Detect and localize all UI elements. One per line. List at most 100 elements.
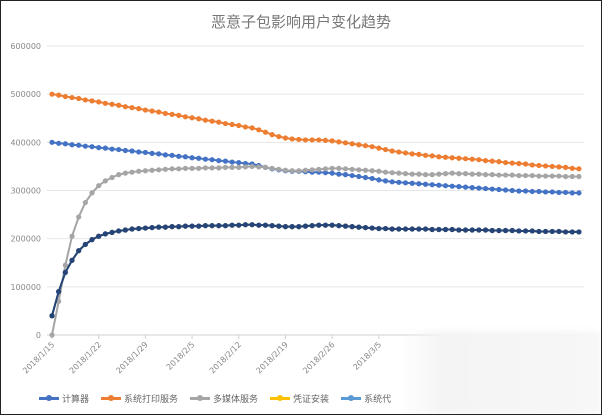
data-point: [522, 161, 529, 167]
data-point: [62, 93, 68, 100]
data-point: [316, 166, 322, 172]
data-point: [89, 144, 95, 150]
data-point: [282, 224, 289, 230]
data-point: [56, 289, 62, 295]
data-point: [162, 224, 168, 230]
y-tick-label: 500000: [10, 90, 41, 99]
data-point: [89, 190, 95, 196]
data-point: [509, 187, 515, 194]
data-point: [462, 227, 469, 233]
data-point: [442, 183, 449, 189]
data-point: [229, 164, 235, 170]
data-point: [229, 159, 235, 165]
data-point: [202, 156, 209, 162]
data-point: [329, 170, 335, 176]
data-point: [96, 233, 102, 239]
legend-label: 系统打印服务: [124, 395, 179, 405]
data-point: [522, 188, 529, 194]
data-point: [462, 184, 469, 190]
data-point: [382, 146, 389, 153]
data-point: [422, 181, 429, 187]
data-point: [122, 170, 128, 176]
data-point: [556, 228, 562, 235]
data-point: [202, 165, 209, 171]
data-point: [256, 164, 262, 170]
data-point: [209, 157, 215, 163]
data-point: [109, 101, 115, 107]
data-point: [482, 172, 489, 178]
legend-marker-icon: [270, 395, 291, 401]
data-point: [356, 167, 362, 173]
data-point: [549, 189, 555, 195]
data-point: [102, 100, 108, 106]
data-point: [236, 122, 242, 129]
data-point: [276, 223, 282, 229]
legend-item: 凭证安装: [270, 392, 329, 405]
legend: 计算器 系统打印服务 多媒体服务 凭证安装 系统代: [39, 392, 391, 405]
data-point: [516, 160, 522, 167]
data-point: [536, 162, 542, 169]
data-point: [209, 165, 215, 171]
x-tick-label: 2018/1/15: [21, 340, 56, 375]
data-point: [216, 158, 222, 164]
data-point: [156, 167, 162, 173]
data-point: [242, 124, 249, 130]
data-point: [329, 165, 335, 171]
legend-marker-icon: [101, 395, 122, 401]
data-point: [362, 174, 369, 181]
data-point: [369, 225, 375, 231]
data-point: [249, 222, 255, 228]
data-point: [196, 155, 202, 161]
data-point: [522, 172, 529, 179]
data-point: [56, 140, 62, 146]
data-point: [56, 92, 62, 98]
data-point: [182, 114, 188, 120]
data-point: [196, 116, 202, 122]
data-point: [329, 138, 335, 144]
data-point: [576, 173, 582, 180]
data-point: [356, 142, 362, 148]
data-point: [302, 137, 309, 143]
data-point: [429, 153, 435, 159]
data-point: [496, 159, 502, 165]
data-point: [476, 185, 482, 191]
data-point: [249, 125, 255, 131]
data-point: [522, 228, 529, 234]
data-point: [116, 102, 122, 108]
data-point: [322, 137, 329, 144]
data-point: [282, 167, 289, 173]
data-point: [422, 226, 429, 232]
data-point: [449, 155, 455, 161]
data-point: [256, 127, 262, 133]
data-point: [496, 186, 502, 193]
data-point: [382, 225, 389, 232]
data-point: [369, 175, 375, 182]
data-point: [202, 223, 209, 229]
data-point: [536, 228, 542, 235]
data-point: [489, 186, 495, 192]
data-point: [222, 158, 229, 164]
y-tick-label: 600000: [10, 42, 41, 51]
data-point: [136, 168, 142, 174]
data-point: [82, 97, 88, 103]
data-point: [416, 151, 422, 157]
data-point: [476, 227, 482, 233]
data-point: [276, 133, 282, 140]
data-point: [409, 180, 415, 186]
data-point: [462, 171, 469, 177]
data-point: [296, 136, 302, 143]
data-point: [176, 153, 182, 159]
data-point: [429, 172, 435, 178]
data-point: [422, 152, 429, 158]
data-point: [102, 178, 108, 184]
data-point: [189, 155, 195, 161]
data-point: [162, 110, 168, 117]
data-point: [222, 223, 229, 229]
data-point: [456, 184, 462, 190]
data-point: [382, 178, 389, 184]
data-point: [136, 225, 142, 232]
data-point: [309, 137, 315, 143]
data-point: [176, 112, 182, 118]
data-point: [142, 168, 148, 174]
